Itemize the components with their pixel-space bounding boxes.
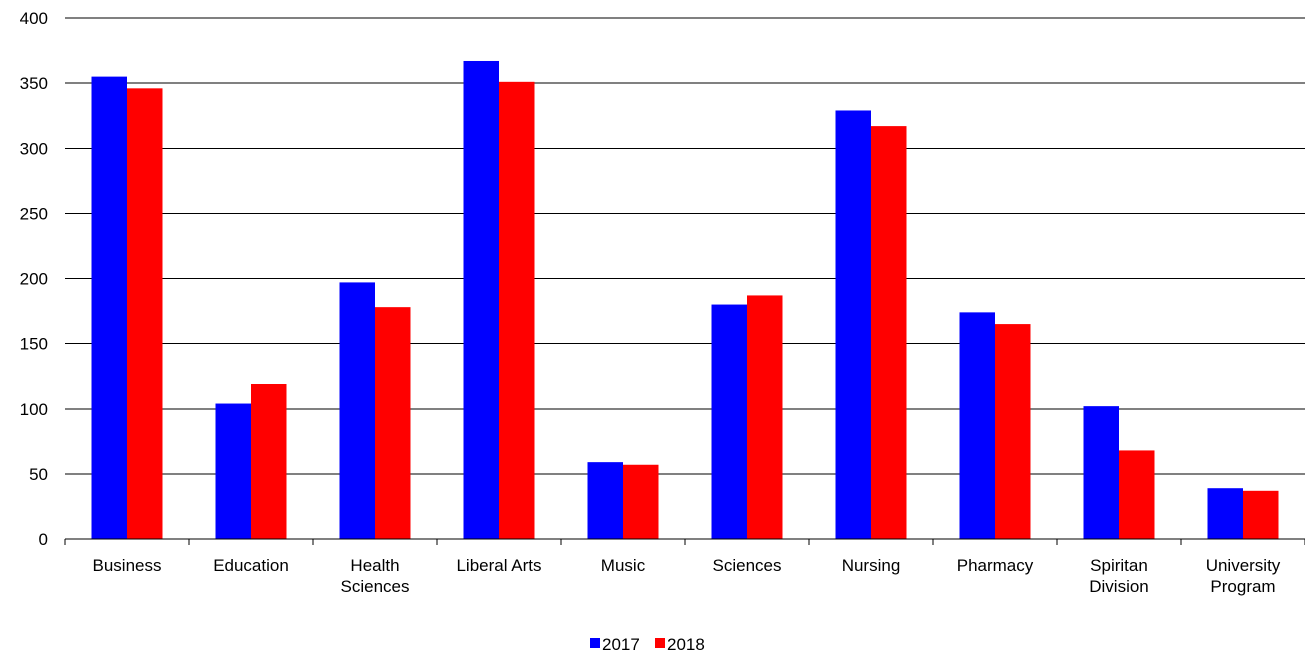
legend-swatch-2018 (655, 638, 665, 648)
legend: 2017 2018 (590, 635, 705, 654)
y-tick-label: 300 (20, 139, 48, 158)
bar-2017-8 (1083, 406, 1119, 539)
y-tick-label: 250 (20, 204, 48, 223)
y-tick-label: 350 (20, 74, 48, 93)
x-tick-label: Liberal Arts (456, 556, 541, 575)
bar-2018-2 (375, 307, 411, 539)
tick-labels: 0 50 100 150 200 250 300 350 400 Business Educatio… (20, 9, 1281, 596)
x-tick-label: Business (93, 556, 162, 575)
legend-label-2018: 2018 (667, 635, 705, 654)
legend-swatch-2017 (590, 638, 600, 648)
y-tick-label: 100 (20, 400, 48, 419)
bar-2017-5 (711, 304, 747, 539)
x-tick-label: University Program (1206, 556, 1281, 596)
x-tick-label: Spiritan Division (1089, 556, 1149, 596)
legend-label-2017: 2017 (602, 635, 640, 654)
bar-2018-7 (995, 324, 1031, 539)
bar-2017-0 (91, 76, 127, 540)
bar-2018-6 (871, 126, 907, 540)
bar-2017-1 (215, 403, 251, 539)
y-tick-label: 50 (29, 465, 48, 484)
bar-2017-9 (1207, 488, 1243, 539)
bar-2017-2 (339, 282, 375, 539)
bar-2018-8 (1119, 450, 1155, 539)
axes (64, 538, 1305, 545)
x-tick-label: Health Sciences (341, 556, 410, 596)
bar-2017-7 (959, 312, 995, 539)
bar-2018-0 (127, 88, 163, 540)
bar-2017-3 (463, 60, 499, 540)
bar-2018-1 (251, 384, 287, 539)
y-tick-label: 400 (20, 9, 48, 28)
y-tick-label: 200 (20, 270, 48, 289)
x-tick-label: Sciences (713, 556, 782, 575)
x-tick-label: Education (213, 556, 289, 575)
bar-2018-3 (499, 81, 535, 539)
x-tick-label: Pharmacy (957, 556, 1034, 575)
bar-2018-9 (1243, 490, 1279, 539)
bar-2017-6 (835, 110, 871, 539)
bar-2018-5 (747, 295, 783, 539)
bar-2018-4 (623, 464, 659, 539)
x-tick-label: Music (601, 556, 646, 575)
bars (91, 60, 1279, 540)
bar-2017-4 (587, 462, 623, 539)
x-tick-label: Nursing (842, 556, 901, 575)
y-tick-label: 0 (39, 530, 48, 549)
y-tick-label: 150 (20, 335, 48, 354)
